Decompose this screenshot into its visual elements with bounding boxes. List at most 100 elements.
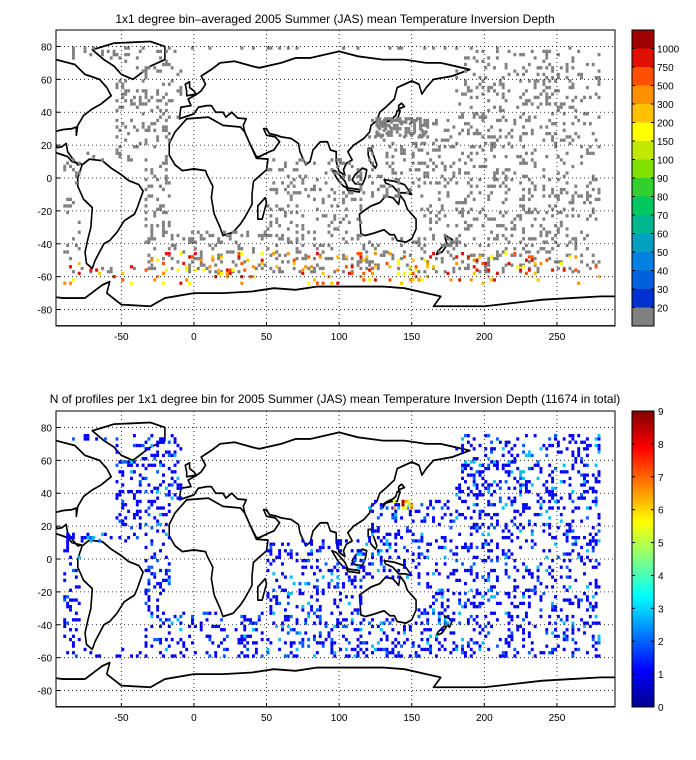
data-bin (179, 483, 183, 487)
data-bin (504, 62, 508, 67)
data-bin (153, 237, 157, 241)
data-bin (150, 168, 154, 172)
data-bin (571, 489, 575, 494)
data-bin (225, 275, 229, 279)
data-bin (92, 46, 96, 50)
data-bin (191, 641, 194, 645)
data-bin (330, 637, 334, 642)
data-bin (583, 591, 586, 596)
data-bin (411, 258, 415, 262)
data-bin (498, 82, 502, 86)
data-bin (562, 112, 566, 116)
data-bin (109, 56, 113, 60)
data-bin (426, 585, 430, 589)
data-bin (292, 191, 296, 195)
data-bin (458, 591, 462, 596)
data-bin (548, 549, 552, 553)
data-bin (478, 647, 482, 652)
data-bin (176, 268, 180, 272)
data-bin (66, 197, 70, 202)
data-bin (379, 637, 383, 642)
data-bin (481, 595, 485, 599)
data-bin (530, 128, 534, 132)
data-bin (321, 201, 325, 205)
data-bin (484, 466, 488, 471)
data-bin (266, 568, 270, 573)
data-bin (403, 628, 406, 632)
data-bin (164, 161, 168, 165)
data-bin (289, 194, 293, 198)
data-bin (583, 237, 586, 241)
data-bin (417, 148, 421, 152)
data-bin (292, 628, 296, 632)
data-bin (461, 252, 464, 256)
data-bin (463, 480, 467, 484)
data-bin (295, 654, 299, 658)
data-bin (588, 266, 592, 271)
data-bin (519, 135, 523, 139)
data-bin (469, 95, 473, 100)
data-bin (588, 95, 592, 100)
data-bin (141, 463, 145, 467)
data-bin (527, 605, 531, 609)
data-bin (577, 628, 581, 632)
data-bin (318, 605, 322, 609)
data-bin (493, 278, 496, 282)
data-bin (597, 585, 601, 589)
data-bin (353, 559, 357, 563)
data-bin (220, 255, 223, 259)
data-bin (112, 49, 116, 54)
data-bin (513, 122, 517, 126)
data-bin (571, 614, 575, 619)
data-bin (373, 252, 377, 256)
data-bin (315, 614, 319, 619)
data-bin (112, 53, 116, 57)
data-bin (266, 637, 270, 642)
data-bin (577, 194, 581, 198)
data-bin (403, 562, 406, 566)
data-bin (571, 437, 575, 441)
data-bin (385, 542, 389, 546)
data-bin (490, 588, 494, 592)
data-bin (583, 572, 586, 576)
data-bin (495, 168, 499, 172)
data-bin (434, 118, 438, 123)
data-bin (191, 230, 194, 234)
data-bin (542, 499, 546, 504)
data-bin (275, 265, 279, 269)
y-tick-label: -80 (38, 306, 53, 317)
data-bin (69, 256, 72, 261)
data-bin (423, 171, 427, 175)
data-bin (524, 614, 528, 619)
data-bin (147, 99, 151, 103)
data-bin (63, 618, 67, 622)
data-bin (385, 250, 389, 254)
data-bin (519, 486, 523, 490)
data-bin (440, 174, 444, 178)
data-bin (446, 271, 450, 276)
data-bin (281, 260, 284, 264)
data-bin (144, 141, 148, 146)
data-bin (455, 552, 459, 556)
data-bin (597, 275, 601, 279)
data-bin (391, 512, 395, 517)
data-bin (504, 535, 508, 540)
data-bin (356, 233, 360, 238)
data-bin (371, 552, 374, 556)
data-bin (141, 125, 145, 129)
data-bin (524, 271, 528, 276)
data-bin (179, 89, 183, 93)
data-bin (147, 608, 151, 612)
data-bin (243, 614, 247, 619)
data-bin (83, 647, 87, 652)
data-bin (138, 499, 142, 504)
data-bin (577, 535, 581, 540)
data-bin (527, 572, 531, 576)
data-bin (585, 595, 589, 599)
data-bin (504, 568, 508, 573)
data-bin (298, 191, 302, 195)
data-bin (493, 237, 496, 241)
data-bin (161, 271, 165, 276)
data-bin (391, 141, 395, 146)
data-bin (150, 184, 154, 188)
